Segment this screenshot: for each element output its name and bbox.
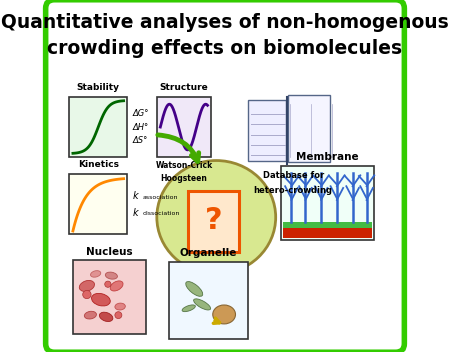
FancyBboxPatch shape [283, 222, 372, 228]
Text: hetero-crowding: hetero-crowding [254, 186, 333, 195]
Text: Quantitative analyses of non-homogenous: Quantitative analyses of non-homogenous [1, 13, 449, 32]
FancyBboxPatch shape [69, 97, 127, 157]
Ellipse shape [105, 272, 117, 279]
Circle shape [115, 312, 122, 319]
FancyBboxPatch shape [281, 166, 374, 240]
FancyBboxPatch shape [283, 228, 372, 238]
Ellipse shape [99, 312, 113, 321]
Ellipse shape [91, 293, 110, 306]
Text: ΔH°: ΔH° [132, 122, 148, 132]
Circle shape [83, 290, 91, 298]
Text: Stability: Stability [77, 83, 120, 92]
Circle shape [105, 281, 111, 287]
Text: Organelle: Organelle [180, 249, 237, 258]
FancyBboxPatch shape [69, 174, 127, 234]
Text: $k$: $k$ [132, 206, 140, 218]
Ellipse shape [157, 161, 276, 274]
Ellipse shape [194, 299, 211, 310]
Text: association: association [142, 195, 178, 200]
Ellipse shape [90, 271, 101, 277]
FancyBboxPatch shape [188, 191, 239, 252]
FancyBboxPatch shape [169, 262, 248, 339]
Ellipse shape [182, 305, 195, 312]
Text: crowding effects on biomolecules: crowding effects on biomolecules [47, 39, 403, 58]
Text: Kinetics: Kinetics [78, 160, 119, 169]
FancyArrowPatch shape [213, 318, 220, 323]
Text: Nucleus: Nucleus [86, 247, 133, 257]
Text: Watson-Crick: Watson-Crick [155, 161, 212, 170]
Ellipse shape [115, 303, 126, 310]
FancyBboxPatch shape [248, 100, 286, 161]
Ellipse shape [110, 281, 123, 291]
Text: Hoogsteen: Hoogsteen [161, 174, 207, 183]
Text: $k$: $k$ [132, 189, 140, 201]
Text: ΔG°: ΔG° [132, 109, 149, 118]
Text: Membrane: Membrane [296, 152, 359, 162]
FancyBboxPatch shape [45, 0, 405, 352]
Ellipse shape [213, 305, 235, 324]
Text: ΔS°: ΔS° [132, 136, 148, 145]
Ellipse shape [79, 281, 94, 291]
Ellipse shape [84, 311, 96, 319]
Text: Database for: Database for [262, 171, 324, 180]
Text: Structure: Structure [160, 83, 208, 92]
FancyBboxPatch shape [288, 95, 330, 162]
FancyArrowPatch shape [158, 135, 199, 162]
Ellipse shape [186, 282, 203, 296]
FancyBboxPatch shape [157, 97, 211, 157]
Text: dissociation: dissociation [142, 211, 180, 216]
FancyBboxPatch shape [73, 260, 146, 334]
Text: ?: ? [205, 206, 223, 235]
